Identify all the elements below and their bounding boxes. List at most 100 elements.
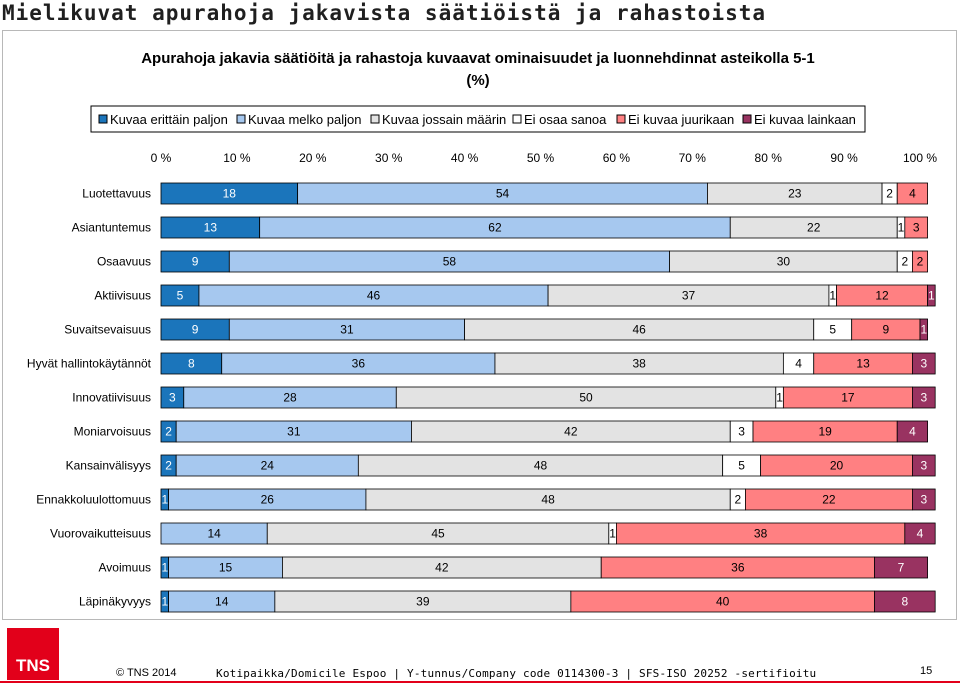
data-label: 48 <box>541 493 555 507</box>
data-label: 31 <box>287 425 301 439</box>
data-label: 24 <box>261 459 275 473</box>
data-label: 1 <box>898 221 905 235</box>
data-label: 26 <box>261 493 275 507</box>
footer-divider <box>0 681 960 683</box>
legend-label: Kuvaa melko paljon <box>248 112 361 127</box>
legend-box <box>90 105 866 133</box>
category-label: Suvaitsevaisuus <box>64 323 151 337</box>
data-label: 9 <box>192 323 199 337</box>
chart-title: Apurahoja jakavia säätiöitä ja rahastoja… <box>141 50 815 67</box>
data-label: 36 <box>352 357 366 371</box>
x-tick-label: 30 % <box>375 151 403 165</box>
category-label: Osaavuus <box>97 255 151 269</box>
category-label: Innovatiivisuus <box>72 391 151 405</box>
legend-label: Kuvaa jossain määrin <box>382 112 506 127</box>
bar-segment <box>912 488 936 511</box>
data-label: 4 <box>909 425 916 439</box>
legend-swatch <box>742 114 752 124</box>
data-label: 48 <box>534 459 548 473</box>
bar-segment <box>896 182 928 205</box>
data-label: 7 <box>898 561 905 575</box>
data-label: 18 <box>223 187 237 201</box>
legend-label: Kuvaa erittäin paljon <box>110 112 228 127</box>
category-label: Läpinäkyvyys <box>79 595 151 609</box>
data-label: 28 <box>283 391 297 405</box>
data-label: 30 <box>777 255 791 269</box>
data-label: 46 <box>367 289 381 303</box>
category-label: Moniarvoisuus <box>74 425 151 439</box>
data-label: 3 <box>920 493 927 507</box>
category-label: Ennakkoluulottomuus <box>36 493 151 507</box>
category-label: Aktiivisuus <box>94 289 151 303</box>
data-label: 2 <box>901 255 908 269</box>
data-label: 3 <box>169 391 176 405</box>
data-label: 9 <box>192 255 199 269</box>
chart-frame <box>2 30 957 620</box>
x-tick-label: 60 % <box>603 151 631 165</box>
data-label: 37 <box>682 289 696 303</box>
data-label: 3 <box>913 221 920 235</box>
x-tick-label: 40 % <box>451 151 479 165</box>
data-label: 2 <box>917 255 924 269</box>
data-label: 13 <box>204 221 218 235</box>
logo-text: TNS <box>16 656 50 675</box>
bar-segment <box>912 352 936 375</box>
bar-segment <box>927 284 936 307</box>
legend-swatch <box>616 114 626 124</box>
x-tick-label: 70 % <box>679 151 707 165</box>
data-label: 62 <box>488 221 502 235</box>
data-label: 45 <box>431 527 445 541</box>
x-tick-label: 100 % <box>903 151 937 165</box>
legend-swatch <box>98 114 108 124</box>
data-label: 8 <box>901 595 908 609</box>
data-label: 38 <box>632 357 646 371</box>
data-label: 5 <box>829 323 836 337</box>
data-label: 1 <box>161 493 168 507</box>
data-label: 8 <box>188 357 195 371</box>
data-label: 2 <box>886 187 893 201</box>
data-label: 23 <box>788 187 802 201</box>
data-label: 14 <box>207 527 221 541</box>
bar-segment <box>904 216 928 239</box>
data-label: 3 <box>738 425 745 439</box>
page-number: 15 <box>920 665 933 677</box>
data-label: 31 <box>340 323 354 337</box>
data-label: 1 <box>829 289 836 303</box>
data-label: 38 <box>754 527 768 541</box>
data-label: 3 <box>920 357 927 371</box>
bar-segment <box>904 522 936 545</box>
data-label: 14 <box>215 595 229 609</box>
legend-swatch <box>512 114 522 124</box>
bar-segment <box>912 250 928 273</box>
data-label: 2 <box>165 459 172 473</box>
data-label: 42 <box>435 561 449 575</box>
bar-segment <box>912 386 936 409</box>
data-label: 4 <box>909 187 916 201</box>
category-label: Vuorovaikutteisuus <box>50 527 151 541</box>
data-label: 1 <box>928 289 935 303</box>
data-label: 4 <box>795 357 802 371</box>
x-tick-label: 10 % <box>223 151 251 165</box>
data-label: 1 <box>920 323 927 337</box>
category-label: Avoimuus <box>99 561 151 575</box>
legend-label: Ei kuvaa lainkaan <box>754 112 856 127</box>
category-label: Hyvät hallintokäytännöt <box>27 357 152 371</box>
data-label: 1 <box>609 527 616 541</box>
data-label: 12 <box>875 289 889 303</box>
data-label: 3 <box>920 391 927 405</box>
data-label: 50 <box>579 391 593 405</box>
data-label: 4 <box>917 527 924 541</box>
bar-segment <box>874 590 936 613</box>
legend-label: Ei kuvaa juurikaan <box>628 112 734 127</box>
footer-copyright: © TNS 2014 <box>116 667 177 679</box>
data-label: 40 <box>716 595 730 609</box>
data-label: 36 <box>731 561 745 575</box>
tns-logo: TNS <box>7 628 59 680</box>
category-label: Kansainvälisyys <box>66 459 151 473</box>
page-title: Mielikuvat apurahoja jakavista säätiöist… <box>2 1 767 25</box>
x-tick-label: 20 % <box>299 151 327 165</box>
bar-segment <box>874 556 928 579</box>
data-label: 22 <box>807 221 821 235</box>
data-label: 19 <box>818 425 832 439</box>
